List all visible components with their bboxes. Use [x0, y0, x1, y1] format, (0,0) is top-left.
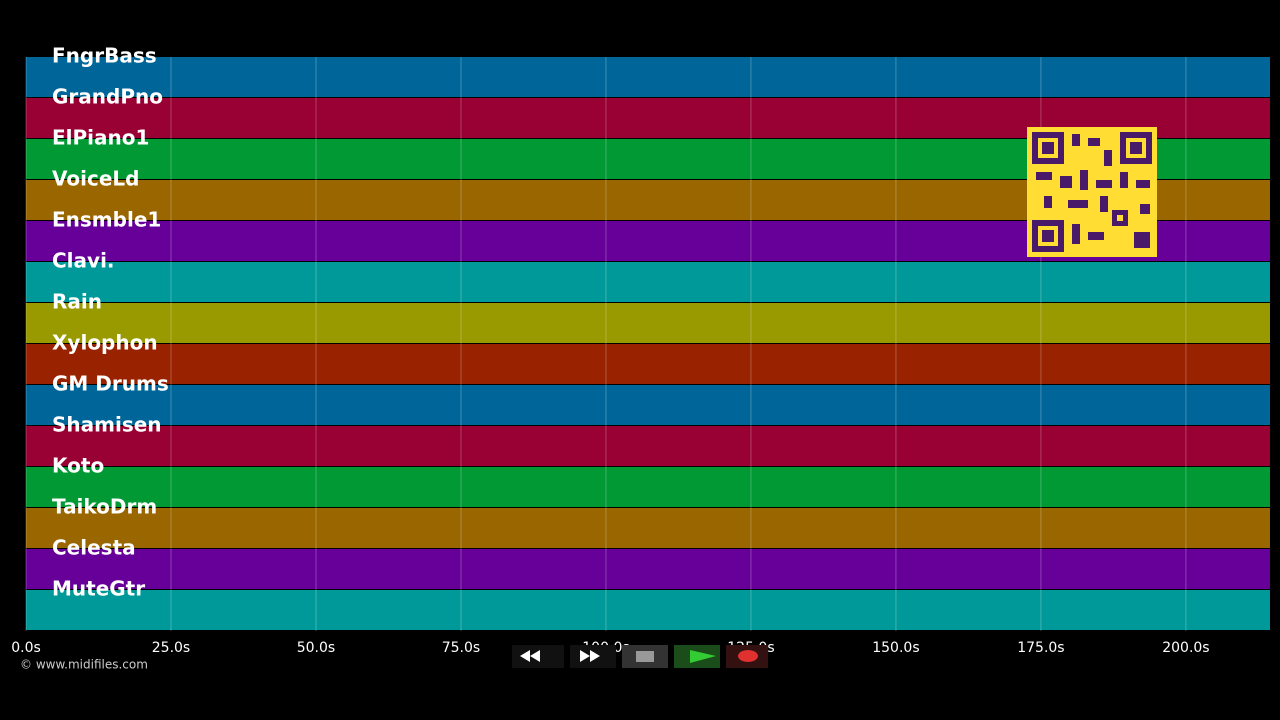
track-name: GrandPno: [52, 85, 163, 109]
time-grid: [25, 57, 1187, 631]
transport-controls: [512, 645, 768, 668]
track-name: FngrBass: [52, 44, 157, 68]
tick-label: 25.0s: [152, 640, 190, 656]
track-name: Koto: [52, 454, 104, 478]
tick-label: 175.0s: [1017, 640, 1064, 656]
tick-label: 150.0s: [872, 640, 919, 656]
tick-label: 200.0s: [1162, 640, 1209, 656]
track-band: [26, 426, 1270, 466]
track-band: [26, 344, 1270, 384]
track-band: [26, 467, 1270, 507]
fast-forward-button[interactable]: [570, 645, 616, 668]
track-band: [26, 508, 1270, 548]
track-band: [26, 262, 1270, 302]
copyright: © www.midifiles.com: [20, 658, 148, 672]
track-name: Clavi.: [52, 249, 115, 273]
track-band: [26, 303, 1270, 343]
track-band: [26, 385, 1270, 425]
track-band: [26, 549, 1270, 589]
track-name: MuteGtr: [52, 577, 145, 601]
qr-code: [1027, 127, 1157, 257]
record-button[interactable]: [726, 645, 768, 668]
track-names: FngrBass GrandPno ElPiano1 VoiceLd Ensmble1 C…: [52, 44, 169, 601]
track-name: GM Drums: [52, 372, 169, 396]
play-button[interactable]: [674, 645, 720, 668]
track-name: ElPiano1: [52, 126, 149, 150]
track-name: VoiceLd: [52, 167, 139, 191]
track-band: [26, 57, 1270, 97]
tick-label: 75.0s: [442, 640, 480, 656]
track-name: Shamisen: [52, 413, 162, 437]
track-name: Xylophon: [52, 331, 158, 355]
track-band: [26, 590, 1270, 630]
track-name: Rain: [52, 290, 102, 314]
tick-label: 50.0s: [297, 640, 335, 656]
tick-label: 0.0s: [11, 640, 41, 656]
track-name: Celesta: [52, 536, 136, 560]
track-name: Ensmble1: [52, 208, 161, 232]
track-name: TaikoDrm: [52, 495, 157, 519]
rewind-button[interactable]: [512, 645, 564, 668]
stop-button[interactable]: [622, 645, 668, 668]
